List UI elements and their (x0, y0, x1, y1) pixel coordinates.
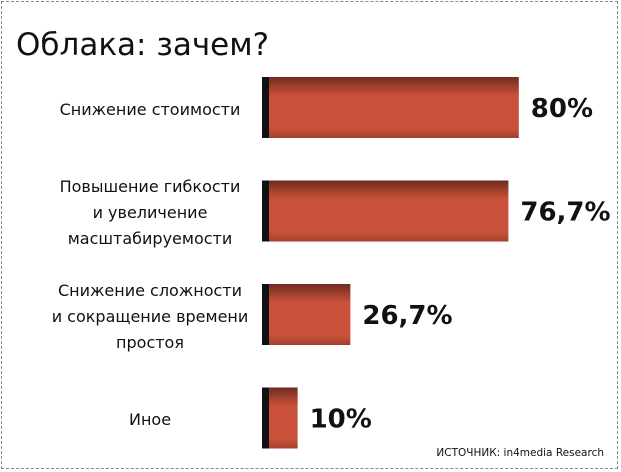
category-label: Иное (128, 410, 172, 429)
value-label: 76,7% (520, 198, 610, 228)
category-label: Снижение сложности и сокращение времени … (51, 280, 249, 352)
bar-cap (262, 180, 269, 242)
bar-cap (262, 284, 269, 345)
value-label: 10% (310, 405, 372, 435)
source-note: ИСТОЧНИК: in4media Research (436, 447, 604, 459)
bar-shade (266, 284, 351, 345)
value-label: 26,7% (362, 301, 452, 331)
category-label: Снижение стоимости (59, 99, 241, 119)
chart-title: Облака: зачем? (16, 27, 269, 63)
bar-cap (262, 387, 269, 449)
bar-shade (266, 77, 519, 138)
bar-shade (266, 180, 509, 242)
value-label: 80% (531, 94, 593, 124)
bar-shade (266, 387, 298, 449)
bar-cap (262, 77, 269, 138)
category-label: Повышение гибкости и увеличение масштаби… (59, 177, 241, 248)
